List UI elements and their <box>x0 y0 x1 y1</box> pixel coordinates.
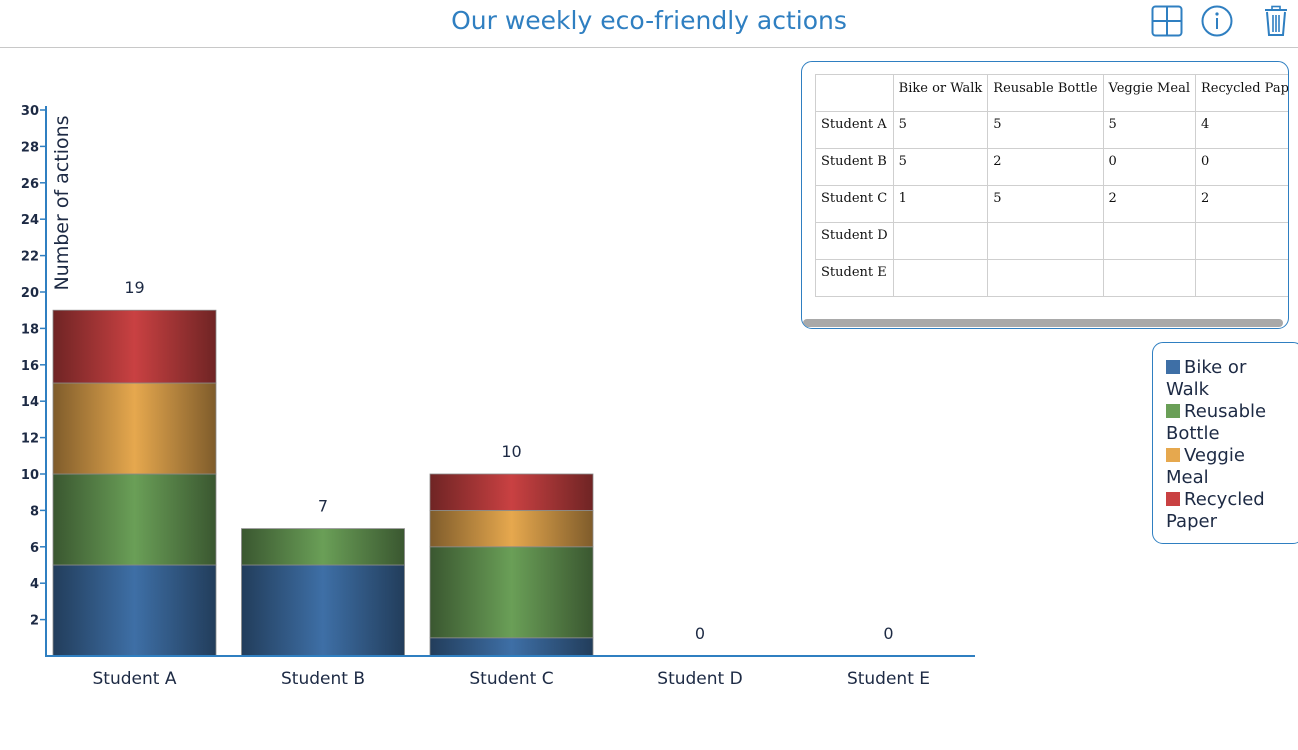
y-tick-label: 10 <box>21 468 39 483</box>
y-tick-label: 16 <box>21 359 39 374</box>
bar-segment-bike-or-walk-student-c <box>429 637 594 657</box>
table-cell[interactable]: 0 <box>1194 148 1288 186</box>
x-tick-label: Student A <box>93 669 177 689</box>
bar-segment-recycled-paper-student-c <box>429 473 594 511</box>
bar-segment-reusable-bottle-student-c <box>429 546 594 639</box>
table-row-label: Student D <box>815 222 894 260</box>
trash-icon <box>1265 5 1287 36</box>
bar-total-label: 19 <box>124 278 144 297</box>
y-tick-label: 2 <box>30 614 39 629</box>
legend-swatch <box>1166 360 1180 374</box>
table-header-cell <box>815 74 894 112</box>
table-cell[interactable]: 5 <box>892 111 989 149</box>
legend-item: Bike or Walk <box>1166 357 1291 401</box>
horizontal-scrollbar[interactable] <box>803 319 1283 327</box>
table-cell[interactable] <box>987 259 1104 297</box>
header-bar: Our weekly eco-friendly actions <box>0 0 1298 48</box>
chart-legend: Bike or Walk Reusable Bottle Veggie Meal Re… <box>1152 342 1298 544</box>
x-tick-label: Student D <box>657 669 742 689</box>
table-row-label: Student A <box>815 111 894 149</box>
legend-label: Reusable Bottle <box>1166 401 1267 444</box>
y-tick-label: 8 <box>30 504 39 519</box>
table-header-row: Bike or Walk Reusable Bottle Veggie Meal Re… <box>815 74 1288 112</box>
table-row-label: Student E <box>815 259 894 297</box>
bar-total-label: 7 <box>318 497 328 516</box>
table-row: Student D <box>815 222 1288 260</box>
bar-segment-reusable-bottle-student-b <box>241 528 405 566</box>
y-axis-title: Number of actions <box>51 115 73 290</box>
table-cell[interactable] <box>987 222 1104 260</box>
table-row-label: Student B <box>815 148 894 186</box>
bar-segment-bike-or-walk-student-b <box>241 564 405 657</box>
layout-grid-icon <box>1151 5 1183 37</box>
legend-item: Reusable Bottle <box>1166 401 1291 445</box>
table-header-cell: Veggie Meal <box>1102 74 1196 112</box>
y-tick-label: 4 <box>30 577 39 592</box>
y-tick-label: 12 <box>21 432 39 447</box>
legend-label: Bike or Walk <box>1166 357 1247 400</box>
info-icon <box>1201 5 1233 37</box>
delete-button[interactable] <box>1259 4 1293 38</box>
bar-segment-bike-or-walk-student-a <box>52 564 217 657</box>
bar-total-label: 0 <box>695 624 705 643</box>
y-tick-label: 24 <box>21 213 39 228</box>
table-row: Student E <box>815 259 1288 297</box>
table-cell[interactable]: 5 <box>1102 111 1196 149</box>
table-header-cell: Bike or Walk <box>892 74 989 112</box>
table-cell[interactable] <box>1102 222 1196 260</box>
table-cell[interactable]: 5 <box>987 185 1104 223</box>
y-tick-label: 18 <box>21 322 39 337</box>
table-header-cell: Recycled Paper <box>1194 74 1288 112</box>
bar-segment-veggie-meal-student-c <box>429 509 594 548</box>
legend-swatch <box>1166 492 1180 506</box>
bar-segment-recycled-paper-student-a <box>52 309 217 384</box>
x-tick-label: Student E <box>847 669 930 689</box>
table-cell[interactable] <box>892 259 989 297</box>
table-cell[interactable]: 1 <box>892 185 989 223</box>
y-tick-label: 14 <box>21 395 39 410</box>
bar-segment-veggie-meal-student-a <box>52 382 217 475</box>
legend-item: Veggie Meal <box>1166 445 1291 489</box>
y-tick-label: 20 <box>21 286 39 301</box>
table-cell[interactable]: 2 <box>1102 185 1196 223</box>
table-cell[interactable]: 2 <box>1194 185 1288 223</box>
info-button[interactable] <box>1200 4 1234 38</box>
bar-segment-reusable-bottle-student-a <box>52 473 217 566</box>
bar-total-label: 0 <box>883 624 893 643</box>
table-cell[interactable]: 0 <box>1102 148 1196 186</box>
table-cell[interactable]: 4 <box>1194 111 1288 149</box>
table-cell[interactable]: 2 <box>987 148 1104 186</box>
y-tick-label: 22 <box>21 250 39 265</box>
legend-label: Veggie Meal <box>1166 445 1245 488</box>
table-cell[interactable] <box>1102 259 1196 297</box>
x-tick-label: Student B <box>281 669 365 689</box>
table-cell[interactable]: 5 <box>987 111 1104 149</box>
table-cell[interactable]: 5 <box>892 148 989 186</box>
data-table-panel: Bike or Walk Reusable Bottle Veggie Meal Re… <box>801 61 1289 329</box>
legend-item: Recycled Paper <box>1166 489 1291 533</box>
table-cell[interactable] <box>892 222 989 260</box>
y-tick-label: 30 <box>21 104 39 119</box>
table-cell[interactable] <box>1194 222 1288 260</box>
legend-label: Recycled Paper <box>1166 489 1265 532</box>
layout-grid-button[interactable] <box>1150 4 1184 38</box>
bar-total-label: 10 <box>501 442 521 461</box>
y-tick-label: 6 <box>30 541 39 556</box>
table-cell[interactable] <box>1194 259 1288 297</box>
legend-swatch <box>1166 448 1180 462</box>
legend-swatch <box>1166 404 1180 418</box>
page-title: Our weekly eco-friendly actions <box>451 6 847 35</box>
data-table: Bike or Walk Reusable Bottle Veggie Meal Re… <box>815 74 1288 297</box>
table-row-label: Student C <box>815 185 894 223</box>
table-header-cell: Reusable Bottle <box>987 74 1104 112</box>
y-tick-label: 28 <box>21 140 39 155</box>
y-tick-label: 26 <box>21 177 39 192</box>
x-tick-label: Student C <box>469 669 553 689</box>
